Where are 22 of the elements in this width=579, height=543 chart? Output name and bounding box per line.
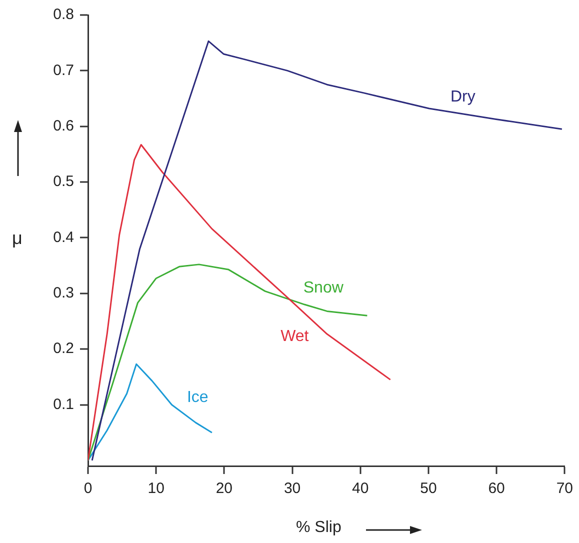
y-tick-label: 0.7 — [53, 62, 74, 79]
series-label: Wet — [280, 328, 310, 346]
series-label: Snow — [303, 280, 344, 297]
x-tick-label: 10 — [148, 480, 164, 498]
series-label: Dry — [450, 88, 476, 106]
x-tick-label: 70 — [556, 480, 573, 498]
y-tick-label: 0.4 — [53, 228, 74, 246]
x-axis-title: % Slip — [296, 519, 342, 537]
x-tick-label: 20 — [216, 480, 233, 498]
x-tick-label: 30 — [284, 480, 301, 498]
y-tick-label: 0.1 — [53, 396, 74, 413]
x-tick-label: 40 — [352, 480, 369, 498]
x-tick-label: 60 — [488, 480, 505, 498]
x-tick-label: 0 — [84, 480, 92, 498]
y-axis-title: μ — [12, 228, 22, 249]
y-tick-label: 0.5 — [53, 173, 74, 190]
y-tick-label: 0.2 — [53, 340, 74, 358]
y-tick-label: 0.6 — [53, 118, 74, 134]
y-tick-label: 0.8 — [53, 6, 74, 24]
series-label: Ice — [186, 389, 208, 406]
x-tick-label: 50 — [420, 480, 437, 498]
y-tick-label: 0.3 — [53, 284, 74, 302]
